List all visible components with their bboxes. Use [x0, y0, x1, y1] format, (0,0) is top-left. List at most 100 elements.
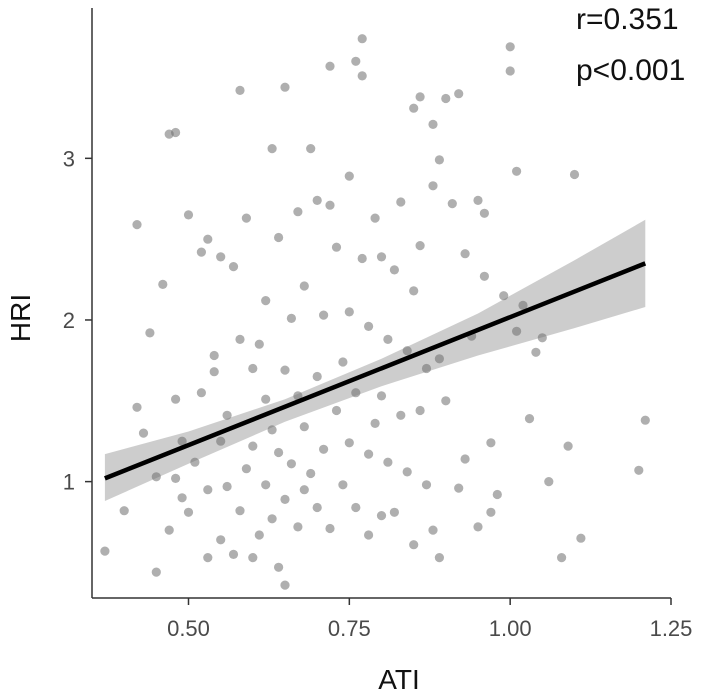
data-point: [319, 444, 329, 454]
data-point: [254, 530, 264, 540]
data-point: [164, 525, 174, 535]
data-point: [415, 241, 425, 251]
data-point: [499, 291, 509, 301]
y-tick-label: 2: [63, 308, 75, 333]
data-point: [357, 34, 367, 44]
correlation-annotation: r=0.351: [576, 3, 679, 36]
data-point: [434, 553, 444, 563]
data-point: [402, 346, 412, 356]
data-point: [203, 485, 213, 495]
data-point: [132, 220, 142, 230]
data-point: [344, 307, 354, 317]
data-point: [441, 93, 451, 104]
data-point: [511, 166, 522, 176]
data-point: [511, 326, 522, 336]
data-point: [286, 459, 296, 469]
data-point: [280, 82, 290, 92]
data-point: [196, 247, 206, 257]
data-point: [338, 480, 348, 490]
x-tick-label: 0.75: [328, 616, 371, 641]
data-point: [248, 441, 258, 451]
data-point: [274, 447, 284, 458]
data-point: [248, 363, 258, 374]
data-point: [376, 252, 387, 262]
data-point: [261, 394, 271, 404]
data-point: [364, 449, 374, 459]
data-point: [454, 89, 464, 99]
data-point: [331, 242, 342, 252]
ticks-layer: 0.50 0.75 1.00 1.25 1 2 3: [63, 146, 693, 641]
data-point: [274, 562, 284, 572]
data-point: [537, 333, 547, 343]
data-point: [325, 200, 335, 210]
data-point: [216, 436, 226, 446]
data-point: [531, 347, 541, 357]
data-point: [557, 553, 567, 563]
data-point: [325, 61, 335, 71]
data-point: [235, 85, 245, 95]
data-point: [376, 510, 387, 521]
data-point: [261, 296, 271, 306]
data-point: [344, 171, 354, 181]
data-point: [171, 394, 181, 404]
data-point: [325, 523, 335, 534]
data-point: [299, 485, 309, 495]
data-point: [293, 391, 303, 401]
data-point: [171, 127, 181, 138]
data-point: [248, 553, 258, 563]
data-point: [306, 468, 316, 479]
data-point: [396, 410, 406, 420]
data-point: [183, 507, 194, 517]
fit-line-layer: [104, 261, 647, 481]
x-tick-label: 1.25: [650, 616, 693, 641]
data-point: [409, 103, 419, 113]
data-point: [409, 540, 419, 550]
data-point: [428, 119, 438, 129]
data-point: [479, 208, 489, 218]
data-point: [145, 328, 155, 338]
data-point: [428, 525, 438, 535]
data-point: [364, 321, 374, 331]
data-point: [563, 441, 573, 451]
data-point: [428, 181, 438, 191]
data-point: [267, 425, 277, 435]
data-point: [267, 514, 277, 524]
data-point: [100, 546, 110, 556]
data-point: [370, 213, 380, 223]
data-point: [241, 464, 251, 474]
data-point: [389, 507, 399, 517]
data-point: [351, 56, 361, 66]
data-point: [132, 402, 142, 412]
data-point: [299, 281, 309, 291]
data-point: [486, 507, 496, 517]
data-point: [203, 553, 213, 563]
confidence-band-layer: [104, 219, 646, 502]
data-point: [293, 522, 303, 532]
y-tick-label: 3: [63, 146, 75, 171]
data-point: [370, 418, 380, 428]
data-point: [158, 279, 168, 289]
data-point: [634, 465, 644, 475]
data-point: [299, 422, 309, 432]
data-point: [473, 522, 483, 532]
data-point: [228, 262, 239, 272]
data-point: [640, 415, 650, 425]
x-axis-title: ATI: [378, 664, 419, 695]
data-point: [190, 457, 200, 467]
data-point: [383, 334, 393, 344]
data-point: [203, 234, 213, 244]
data-point: [518, 300, 528, 310]
y-axis-title: HRI: [5, 294, 36, 342]
data-point: [505, 66, 515, 76]
data-point: [421, 363, 432, 374]
data-point: [479, 271, 489, 281]
data-point: [151, 472, 161, 482]
x-tick-label: 1.00: [489, 616, 532, 641]
data-point: [473, 195, 483, 205]
data-point: [196, 388, 206, 398]
data-point: [293, 207, 303, 217]
data-point: [447, 199, 457, 209]
data-point: [274, 232, 284, 243]
data-point: [306, 144, 316, 154]
